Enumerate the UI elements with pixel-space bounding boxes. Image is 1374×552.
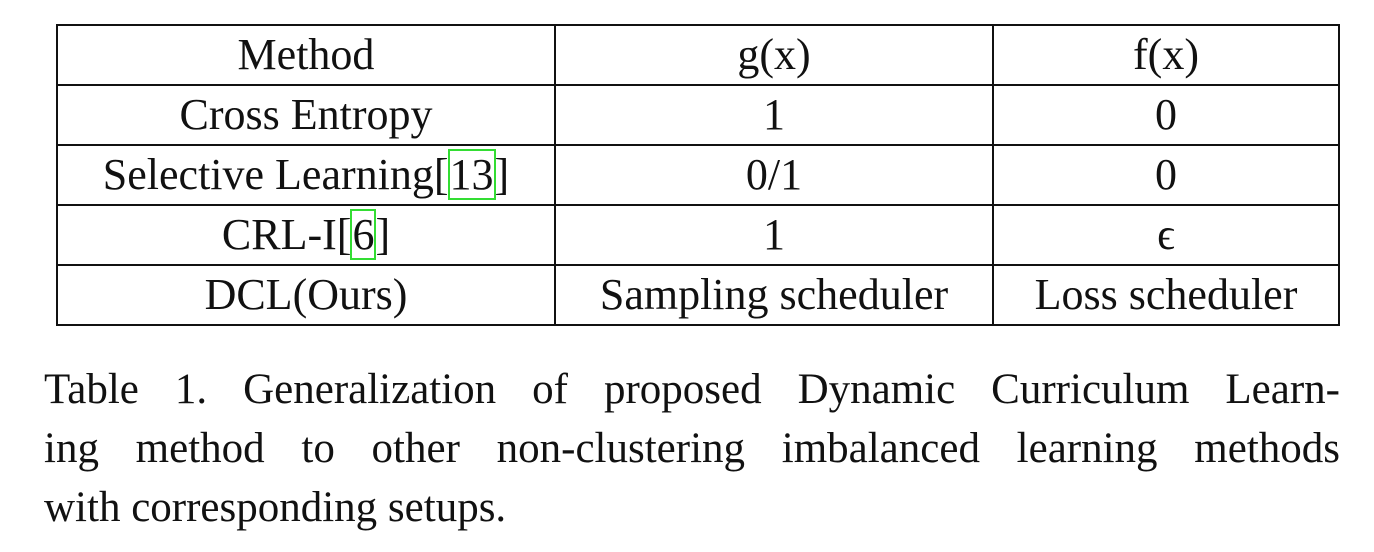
caption-line: Table 1. Generalization of proposed Dyna… <box>44 366 1340 413</box>
caption-line: ing method to other non-clustering imbal… <box>44 425 1340 472</box>
cell-f: 0 <box>992 84 1340 146</box>
table-row: DCL(Ours) Sampling scheduler Loss schedu… <box>56 264 1340 326</box>
cell-method: Selective Learning[13] <box>56 144 556 206</box>
cell-f: ϵ <box>992 204 1340 266</box>
caption-line: with corresponding setups. <box>44 484 507 531</box>
table-caption: Table 1. Generalization of proposed Dyna… <box>44 360 1340 537</box>
header-method: Method <box>56 24 556 86</box>
citation-link[interactable]: [13] <box>433 149 510 200</box>
results-table: Method g(x) f(x) Cross Entropy 1 0 Selec… <box>56 24 1340 326</box>
cell-f: 0 <box>992 144 1340 206</box>
cell-g: 1 <box>554 84 994 146</box>
table-header-row: Method g(x) f(x) <box>56 24 1340 86</box>
cell-f: Loss scheduler <box>992 264 1340 326</box>
citation-link[interactable]: [6] <box>336 209 391 260</box>
citation-number[interactable]: 6 <box>350 209 377 260</box>
citation-number[interactable]: 13 <box>447 149 496 200</box>
table-row: CRL-I[6] 1 ϵ <box>56 204 1340 266</box>
cell-g: 0/1 <box>554 144 994 206</box>
table-row: Cross Entropy 1 0 <box>56 84 1340 146</box>
header-f: f(x) <box>992 24 1340 86</box>
header-g: g(x) <box>554 24 994 86</box>
cell-g: 1 <box>554 204 994 266</box>
results-table-container: Method g(x) f(x) Cross Entropy 1 0 Selec… <box>56 24 1340 326</box>
cell-method: DCL(Ours) <box>56 264 556 326</box>
cell-method: CRL-I[6] <box>56 204 556 266</box>
method-name: CRL-I <box>221 210 337 259</box>
method-name: Cross Entropy <box>179 90 433 139</box>
method-name: DCL(Ours) <box>204 270 408 319</box>
table-row: Selective Learning[13] 0/1 0 <box>56 144 1340 206</box>
cell-g: Sampling scheduler <box>554 264 994 326</box>
cell-method: Cross Entropy <box>56 84 556 146</box>
method-name: Selective Learning <box>102 150 434 199</box>
